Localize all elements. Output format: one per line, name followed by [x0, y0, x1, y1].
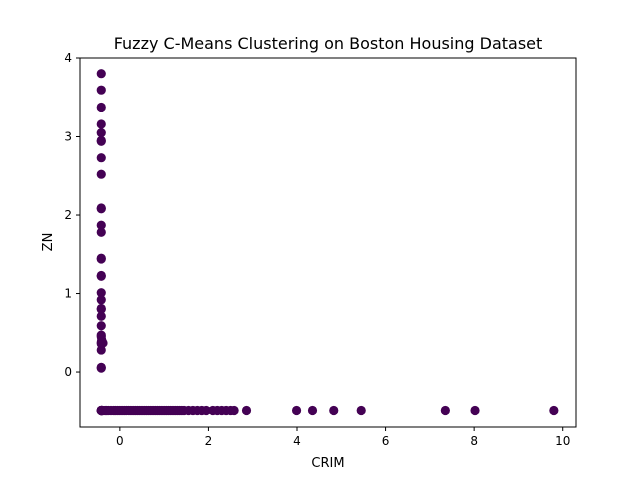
x-tick-label: 2 [205, 434, 213, 448]
plot-frame [79, 57, 577, 428]
scatter-point [96, 102, 106, 113]
y-tick-label: 1 [64, 287, 72, 301]
scatter-point [98, 338, 108, 348]
scatter-point [96, 169, 106, 179]
y-tick-label: 2 [64, 208, 72, 222]
scatter-point [96, 220, 106, 230]
y-axis-label: ZN [41, 233, 56, 252]
x-axis-ticks: 0 2 4 6 8 10 [116, 427, 570, 448]
scatter-point [356, 405, 366, 416]
scatter-point [96, 136, 106, 146]
scatter-point [96, 345, 106, 355]
x-tick-label: 8 [470, 434, 478, 448]
scatter-point [96, 204, 106, 214]
scatter-point [96, 295, 106, 305]
scatter-point [96, 254, 106, 264]
x-tick-label: 6 [382, 434, 390, 448]
y-tick-label: 3 [64, 130, 72, 144]
x-axis-label: CRIM [311, 456, 344, 471]
scatter-point [96, 311, 106, 321]
scatter-point [96, 288, 106, 298]
y-axis-ticks: 0 1 2 3 4 [64, 51, 80, 379]
scatter-point [201, 405, 211, 416]
y-tick-label: 4 [64, 51, 72, 65]
scatter-point [291, 405, 302, 416]
scatter-point [229, 405, 239, 416]
scatter-point [470, 405, 480, 416]
scatter-point [440, 405, 450, 416]
chart-title: Fuzzy C-Means Clustering on Boston Housi… [114, 34, 543, 53]
scatter-point [96, 321, 106, 331]
scatter-point [96, 69, 106, 79]
scatter-point [96, 153, 106, 163]
scatter-point [96, 271, 106, 281]
scatter-point [241, 405, 252, 416]
scatter-point [96, 227, 106, 237]
scatter-point [307, 405, 318, 416]
x-tick-label: 10 [555, 434, 570, 448]
scatter-point [96, 363, 106, 373]
scatter-point [549, 405, 559, 416]
y-tick-label: 0 [64, 365, 72, 379]
scatter-point [96, 127, 106, 138]
x-tick-label: 0 [116, 434, 124, 448]
scatter-point [96, 304, 106, 314]
scatter-point [329, 405, 339, 416]
scatter-points-group [96, 69, 559, 416]
scatter-point [96, 85, 106, 95]
x-tick-label: 4 [293, 434, 301, 448]
scatter-point [96, 119, 106, 129]
